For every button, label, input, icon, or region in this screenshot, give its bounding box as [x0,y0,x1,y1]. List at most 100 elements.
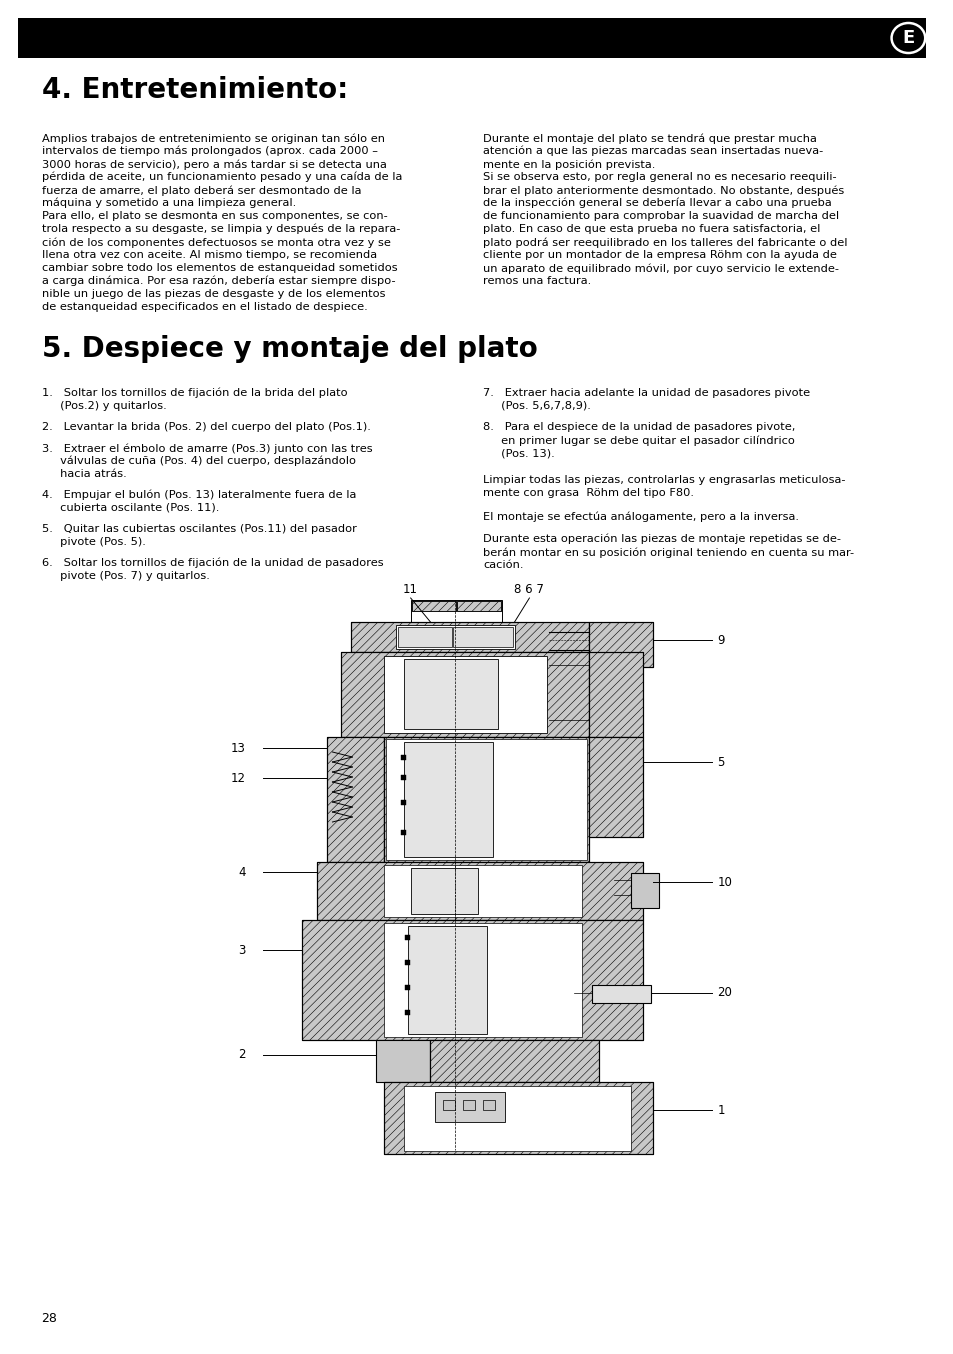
Text: 3000 horas de servicio), pero a más tardar si se detecta una: 3000 horas de servicio), pero a más tard… [42,158,386,169]
Text: 4: 4 [237,865,245,879]
Text: intervalos de tiempo más prolongados (aprox. cada 2000 –: intervalos de tiempo más prolongados (ap… [42,146,377,157]
Bar [351,621,588,653]
Text: cambiar sobre todo los elementos de estanqueidad sometidos: cambiar sobre todo los elementos de esta… [42,263,396,274]
Bar [588,621,653,668]
Text: El montaje se efectúa análogamente, pero a la inversa.: El montaje se efectúa análogamente, pero… [482,510,798,521]
Bar [316,862,642,919]
Text: trola respecto a su desgaste, se limpia y después de la repara-: trola respecto a su desgaste, se limpia … [42,223,399,234]
Text: remos una factura.: remos una factura. [482,276,591,286]
Text: cliente por un montador de la empresa Röhm con la ayuda de: cliente por un montador de la empresa Rö… [482,250,836,260]
Bar [588,737,642,837]
Bar [456,601,500,611]
Bar [301,919,642,1040]
Bar [591,984,651,1003]
Bar [383,923,581,1037]
Bar [351,621,588,653]
Bar [341,653,588,737]
Text: 6.   Soltar los tornillos de fijación de la unidad de pasadores: 6. Soltar los tornillos de fijación de l… [42,558,383,569]
Text: 5.   Quitar las cubiertas oscilantes (Pos.11) del pasador: 5. Quitar las cubiertas oscilantes (Pos.… [42,524,356,533]
Bar [453,627,512,647]
Text: máquina y sometido a una limpieza general.: máquina y sometido a una limpieza genera… [42,198,295,209]
Text: de la inspección general se debería llevar a cabo una prueba: de la inspección general se debería llev… [482,198,831,209]
Text: berán montar en su posición original teniendo en cuenta su mar-: berán montar en su posición original ten… [482,547,853,558]
Bar [404,936,409,940]
Text: plato. En caso de que esta prueba no fuera satisfactoria, el: plato. En caso de que esta prueba no fue… [482,223,820,234]
Text: cación.: cación. [482,561,523,570]
Bar [383,655,547,733]
Text: 1: 1 [717,1104,724,1117]
Text: (Pos.2) y quitarlos.: (Pos.2) y quitarlos. [42,401,166,412]
Text: 13: 13 [231,742,245,754]
Text: ción de los componentes defectuosos se monta otra vez y se: ción de los componentes defectuosos se m… [42,237,390,248]
Text: 2: 2 [237,1048,245,1062]
Bar [375,1040,430,1082]
Text: atención a que las piezas marcadas sean insertadas nueva-: atención a que las piezas marcadas sean … [482,146,822,157]
Text: nible un juego de las piezas de desgaste y de los elementos: nible un juego de las piezas de desgaste… [42,288,385,299]
Text: fuerza de amarre, el plato deberá ser desmontado de la: fuerza de amarre, el plato deberá ser de… [42,185,360,195]
Bar [631,873,659,909]
Text: 12: 12 [231,772,245,784]
Bar [397,627,452,647]
Bar [403,1086,631,1151]
Bar [383,865,581,917]
Text: Durante esta operación las piezas de montaje repetidas se de-: Durante esta operación las piezas de mon… [482,533,840,544]
Bar [403,659,497,728]
Text: 4.   Empujar el bulón (Pos. 13) lateralmente fuera de la: 4. Empujar el bulón (Pos. 13) lateralmen… [42,490,355,501]
Text: 5. Despiece y montaje del plato: 5. Despiece y montaje del plato [42,334,537,363]
Bar [301,919,642,1040]
Bar [443,1099,455,1110]
Text: pivote (Pos. 5).: pivote (Pos. 5). [42,538,145,547]
Bar [400,774,405,780]
Text: (Pos. 13).: (Pos. 13). [482,448,554,458]
Bar [383,737,588,862]
Text: cubierta oscilante (Pos. 11).: cubierta oscilante (Pos. 11). [42,502,218,513]
Text: 8.   Para el despiece de la unidad de pasadores pivote,: 8. Para el despiece de la unidad de pasa… [482,422,795,432]
Text: de funcionamiento para comprobar la suavidad de marcha del: de funcionamiento para comprobar la suav… [482,211,838,221]
Text: 10: 10 [717,876,732,888]
Text: en primer lugar se debe quitar el pasador cilíndrico: en primer lugar se debe quitar el pasado… [482,435,794,445]
Text: Limpiar todas las piezas, controlarlas y engrasarlas meticulosa-: Limpiar todas las piezas, controlarlas y… [482,475,844,485]
Text: llena otra vez con aceite. Al mismo tiempo, se recomienda: llena otra vez con aceite. Al mismo tiem… [42,250,376,260]
Bar [588,653,642,737]
Bar [411,601,456,611]
Bar [404,984,409,990]
Text: 3.   Extraer el émbolo de amarre (Pos.3) junto con las tres: 3. Extraer el émbolo de amarre (Pos.3) j… [42,443,372,454]
Bar [588,653,642,737]
Bar [404,1010,409,1016]
Text: Para ello, el plato se desmonta en sus componentes, se con-: Para ello, el plato se desmonta en sus c… [42,211,387,221]
Text: E: E [902,28,914,47]
Bar [316,862,642,919]
Bar [411,601,456,611]
Bar [386,739,586,860]
Text: mente en la posición prevista.: mente en la posición prevista. [482,158,655,169]
Bar [462,1099,475,1110]
Text: 9: 9 [717,634,724,646]
Bar [404,960,409,965]
Text: 5: 5 [717,756,724,769]
Text: de estanqueidad especificados en el listado de despiece.: de estanqueidad especificados en el list… [42,302,367,311]
Text: Durante el montaje del plato se tendrá que prestar mucha: Durante el montaje del plato se tendrá q… [482,133,816,144]
Text: 20: 20 [717,987,732,999]
Text: válvulas de cuña (Pos. 4) del cuerpo, desplazándolo: válvulas de cuña (Pos. 4) del cuerpo, de… [42,456,355,467]
Bar [326,737,383,862]
Text: 7.   Extraer hacia adelante la unidad de pasadores pivote: 7. Extraer hacia adelante la unidad de p… [482,389,809,398]
Text: Amplios trabajos de entretenimiento se originan tan sólo en: Amplios trabajos de entretenimiento se o… [42,133,384,144]
Bar [403,742,493,857]
Bar [341,653,588,737]
Ellipse shape [891,23,924,53]
Text: a carga dinámica. Por esa razón, debería estar siempre dispo-: a carga dinámica. Por esa razón, debería… [42,276,395,287]
Text: brar el plato anteriormente desmontado. No obstante, después: brar el plato anteriormente desmontado. … [482,185,843,195]
Text: plato podrá ser reequilibrado en los talleres del fabricante o del: plato podrá ser reequilibrado en los tal… [482,237,846,248]
Bar [588,621,653,668]
Text: mente con grasa  Röhm del tipo F80.: mente con grasa Röhm del tipo F80. [482,487,693,498]
Bar [482,1099,495,1110]
Text: 3: 3 [238,944,245,956]
Bar [410,600,501,621]
Text: 28: 28 [42,1312,57,1326]
Bar [456,601,500,611]
Text: 4. Entretenimiento:: 4. Entretenimiento: [42,76,348,104]
Bar [407,926,486,1034]
Bar [326,737,383,862]
Bar [435,1091,504,1122]
Text: Si se observa esto, por regla general no es necesario reequili-: Si se observa esto, por regla general no… [482,172,836,181]
